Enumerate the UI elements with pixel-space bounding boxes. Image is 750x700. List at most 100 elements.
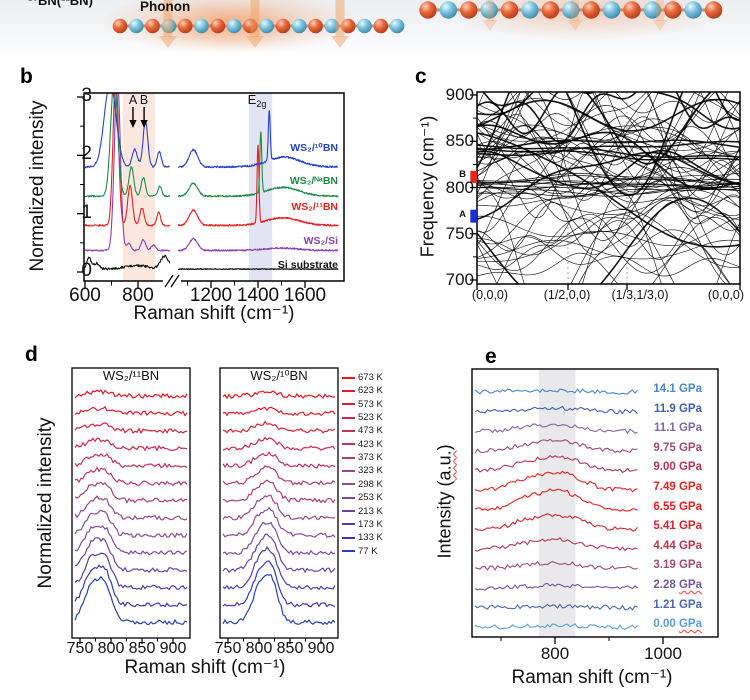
- legend-item-673K: 673 K: [342, 371, 383, 384]
- d-xtick-0-800: 800: [97, 640, 125, 657]
- d-curves-1: [222, 390, 336, 626]
- pressure-unit: GPa: [678, 461, 702, 474]
- temperature-legend: 673 K 623 K 573 K 523 K 473 K 423 K 373 K 323 K…: [342, 0, 402, 700]
- pressure-label-5.41: 5.41 GPa: [558, 520, 702, 532]
- pressure-unit: GPa: [678, 539, 702, 552]
- b-x-axis-title: Raman shift (cm⁻¹): [133, 303, 295, 324]
- b-xtick-600: 600: [69, 285, 101, 306]
- legend-label: 573 K: [358, 398, 383, 410]
- b-ytick-3: 3: [81, 85, 92, 106]
- d-subplot-title-11bn: WS₂/¹¹BN: [102, 368, 160, 383]
- b-xtick-1200: 1200: [189, 285, 233, 306]
- pressure-label-7.49: 7.49 GPa: [558, 481, 702, 493]
- legend-swatch: [342, 483, 355, 486]
- d-xtick-1-900: 900: [307, 640, 335, 657]
- pressure-label-2.28: 2.28 GPa: [558, 579, 702, 591]
- c-ytick-800: 800: [445, 177, 474, 197]
- pressure-label-3.19: 3.19 GPa: [558, 559, 702, 571]
- isotope-label: ¹⁰BN(¹¹BN): [28, 0, 93, 8]
- legend-swatch: [342, 496, 355, 499]
- d-xtick-1-850: 850: [276, 640, 304, 657]
- atom-chain-graphic: [112, 0, 723, 48]
- legend-swatch: [342, 403, 355, 406]
- legend-item-77K: 77 K: [342, 545, 378, 558]
- b-ytick-2: 2: [81, 143, 92, 165]
- c-ytick-750: 750: [445, 223, 474, 243]
- pressure-unit: GPa: [678, 481, 702, 493]
- pressure-unit: GPa: [678, 598, 702, 611]
- e-curves: [474, 388, 638, 630]
- e-ylabel-part-0: Intensity (: [434, 480, 455, 559]
- e-shaded-band: [538, 370, 576, 637]
- e2g-main: E: [247, 92, 257, 107]
- d-subplot-title-10bn: WS₂/¹⁰BN: [250, 368, 308, 383]
- legend-item-133K: 133 K: [342, 531, 383, 544]
- pressure-value: 14.1: [653, 383, 679, 395]
- panel-letter-c: c: [415, 65, 427, 88]
- pressure-value: 7.49: [653, 481, 679, 493]
- pressure-unit: GPa: [678, 402, 702, 415]
- legend-label: 298 K: [358, 478, 383, 490]
- c-mode-label-A: A: [459, 209, 466, 220]
- pressure-value: 9.00: [653, 461, 679, 474]
- pressure-value: 5.41: [653, 520, 679, 533]
- pressure-label-11.1: 11.1 GPa: [558, 422, 702, 434]
- d-xtick-1-750: 750: [214, 640, 242, 657]
- c-kpoint-label-3: (0,0,0): [707, 288, 745, 302]
- d-xtick-0-750: 750: [66, 640, 94, 657]
- legend-item-173K: 173 K: [342, 518, 383, 531]
- e-ylabel-part-2: ): [434, 444, 455, 451]
- legend-swatch: [342, 536, 355, 539]
- phonon-label: Phonon: [140, 0, 191, 14]
- panel-letter-e: e: [485, 345, 497, 368]
- b-xtick-800: 800: [122, 285, 154, 306]
- pressure-value: 9.75: [653, 441, 679, 454]
- b-shaded-band-1: [249, 93, 273, 281]
- pressure-label-0.00: 0.00 GPa: [558, 618, 702, 630]
- c-mode-marker-B: [470, 170, 477, 183]
- c-kpoint-label-2: (1/3,1/3,0): [611, 288, 669, 302]
- legend-swatch: [342, 469, 355, 472]
- pressure-value: 1.21: [653, 598, 679, 611]
- pressure-label-6.55: 6.55 GPa: [558, 501, 702, 513]
- e-x-axis-title: Raman shift (cm⁻¹): [511, 667, 673, 688]
- pressure-unit: GPa: [678, 441, 702, 454]
- b-y-axis-title: Normalized intensity: [27, 100, 49, 272]
- d-xtick-0-900: 900: [159, 640, 187, 657]
- pressure-value: 11.9: [654, 402, 679, 415]
- legend-swatch: [342, 429, 355, 432]
- pressure-value: 3.19: [653, 559, 679, 572]
- panel-letter-b: b: [20, 65, 33, 88]
- legend-swatch: [342, 376, 355, 379]
- c-mode-label-B: B: [459, 169, 466, 180]
- b-ytick-1: 1: [81, 201, 92, 223]
- legend-item-323K: 323 K: [342, 464, 383, 477]
- legend-item-253K: 253 K: [342, 491, 383, 504]
- legend-label: 323 K: [358, 465, 383, 477]
- legend-swatch: [342, 523, 355, 526]
- e-y-axis-title: Intensity (a.u.): [434, 401, 455, 601]
- pressure-unit: GPa: [678, 559, 702, 572]
- b-annotation-e2g: E2g: [235, 92, 279, 109]
- d-y-axis-title: Normalized intensity: [35, 417, 57, 589]
- pressure-label-11.9: 11.9 GPa: [558, 403, 702, 415]
- d-xtick-0-850: 850: [128, 640, 156, 657]
- legend-swatch: [342, 510, 355, 512]
- c-ytick-900: 900: [445, 85, 474, 104]
- pressure-label-14.1: 14.1 GPa: [558, 383, 702, 395]
- c-mode-marker-A: [470, 209, 477, 223]
- legend-label: 623 K: [358, 385, 383, 397]
- c-bands: [477, 92, 740, 284]
- b-series-label-ws2-11bn: WS₂/¹¹BN: [291, 201, 338, 213]
- e2g-sub: 2g: [256, 99, 267, 109]
- pressure-value: 11.1: [654, 422, 679, 435]
- panel-letter-d: d: [25, 343, 38, 366]
- legend-label: 473 K: [358, 425, 383, 437]
- b-xtick-1400: 1400: [236, 285, 280, 306]
- b-annotation-A: A: [128, 93, 138, 107]
- c-ytick-700: 700: [445, 270, 474, 289]
- pressure-value: 4.44: [653, 539, 679, 552]
- legend-label: 253 K: [358, 492, 383, 504]
- pressure-label-4.44: 4.44 GPa: [558, 540, 702, 552]
